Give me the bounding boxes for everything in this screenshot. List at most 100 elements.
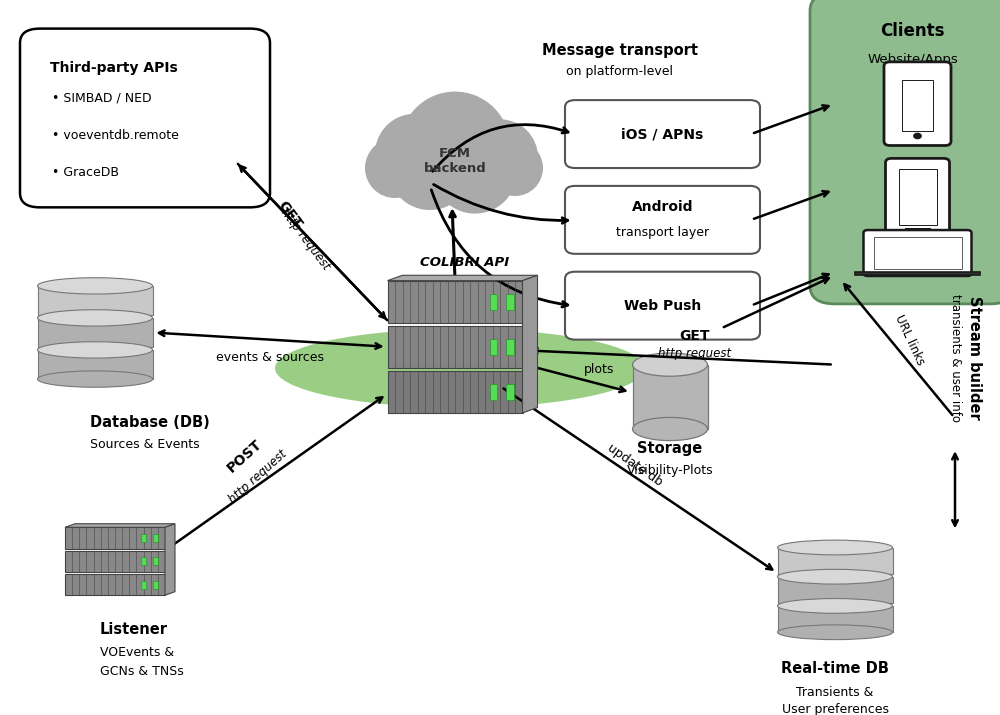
Point [464,319,476,327]
Point [456,409,468,418]
Point [66,570,78,578]
Point [464,363,476,372]
Text: GET: GET [680,329,710,343]
Point [434,366,446,375]
Point [412,319,424,327]
Point [472,363,484,372]
Point [152,568,164,576]
Point [472,366,484,375]
Point [88,523,100,532]
Ellipse shape [388,126,472,210]
Bar [490,294,497,310]
Bar [778,606,893,632]
Point [130,568,142,576]
Bar [388,326,522,368]
Point [502,363,514,372]
Point [412,409,424,418]
Point [426,322,438,330]
Point [449,322,461,330]
FancyBboxPatch shape [810,0,1000,304]
Point [73,544,85,553]
Point [456,363,468,372]
Ellipse shape [38,310,152,326]
Ellipse shape [433,129,517,214]
Point [109,570,121,578]
Point [404,363,416,372]
Text: Clients: Clients [880,21,945,40]
Point [123,570,135,578]
Point [66,544,78,553]
Point [152,570,164,578]
Point [434,277,446,285]
Point [130,523,142,532]
Bar [38,350,152,379]
Point [479,277,491,285]
FancyBboxPatch shape [565,272,760,340]
Bar [490,384,497,400]
Point [442,319,454,327]
Polygon shape [522,275,538,413]
Point [494,409,506,418]
Point [412,322,424,330]
Point [145,544,157,553]
Bar [874,237,962,269]
Point [123,568,135,576]
Text: iOS / APNs: iOS / APNs [621,127,704,141]
Text: URL links: URL links [893,312,927,367]
Point [487,322,499,330]
Point [102,523,114,532]
Point [66,568,78,576]
Ellipse shape [778,598,893,613]
Point [102,591,114,599]
Point [487,409,499,418]
Bar [38,318,152,347]
Point [509,409,521,418]
Bar [898,169,936,225]
Point [152,591,164,599]
Point [389,277,401,285]
Bar [388,370,522,413]
Text: http request: http request [658,347,732,360]
Point [487,277,499,285]
Ellipse shape [38,277,152,294]
Point [412,363,424,372]
Point [404,409,416,418]
Bar [490,339,497,355]
Bar [141,581,146,588]
Point [73,568,85,576]
Point [426,366,438,375]
Ellipse shape [38,342,152,358]
Point [419,409,431,418]
Point [502,322,514,330]
Point [487,363,499,372]
Text: transients & user info: transients & user info [948,293,962,422]
Point [472,322,484,330]
Point [449,409,461,418]
Ellipse shape [462,119,538,195]
Text: Web Push: Web Push [624,299,701,312]
Point [116,591,128,599]
Point [396,409,409,418]
Point [102,546,114,555]
FancyBboxPatch shape [565,100,760,168]
Point [442,363,454,372]
Point [502,366,514,375]
Bar [141,557,146,566]
Point [479,409,491,418]
Point [389,409,401,418]
Point [145,523,157,532]
Bar [506,339,514,355]
FancyBboxPatch shape [565,186,760,254]
Point [464,409,476,418]
Point [80,544,92,553]
Text: Third-party APIs: Third-party APIs [50,61,178,75]
Point [138,544,150,553]
Point [152,523,164,532]
Text: GCNs & TNSs: GCNs & TNSs [100,665,184,678]
Ellipse shape [778,625,893,640]
Point [449,277,461,285]
Text: COLIBRI API: COLIBRI API [420,256,510,270]
Point [434,409,446,418]
Point [509,363,521,372]
Point [502,277,514,285]
